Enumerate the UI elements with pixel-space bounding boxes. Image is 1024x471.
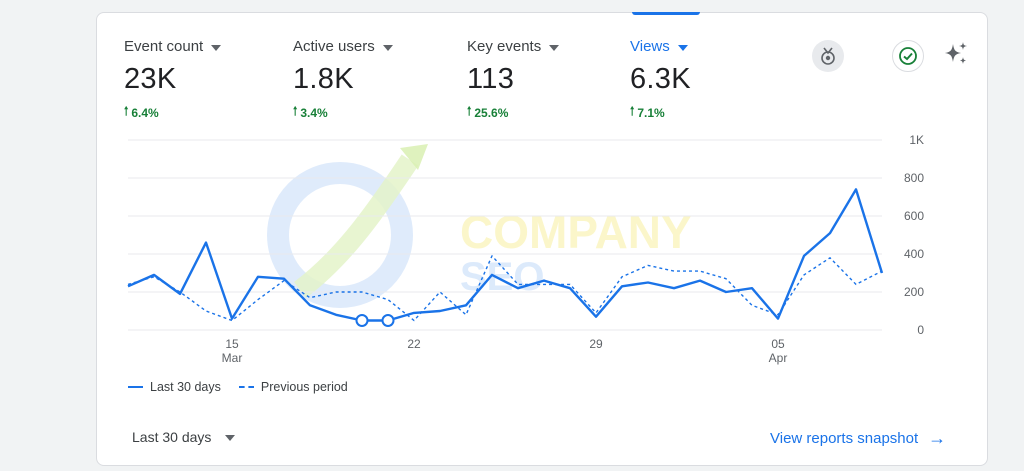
legend-label: Last 30 days (150, 380, 221, 394)
caret-down-icon (211, 44, 222, 51)
metric-value: 23K (124, 63, 177, 95)
legend-item-previous-period: Previous period (238, 380, 348, 394)
solid-line-swatch (128, 386, 143, 388)
x-tick-label: 15 (225, 337, 239, 351)
sparkle-icon[interactable] (940, 38, 972, 70)
analytics-card (96, 12, 988, 466)
y-tick-label: 1K (909, 133, 924, 147)
arrow-up-icon: 🠑 (293, 104, 298, 118)
metric-change-value: 3.4% (300, 105, 328, 120)
caret-down-icon (677, 44, 688, 51)
chart-legend: Last 30 days Previous period (128, 380, 348, 394)
arrow-up-icon: 🠑 (630, 104, 635, 118)
arrow-up-icon: 🠑 (467, 104, 472, 118)
arrow-up-icon: 🠑 (124, 104, 129, 118)
dashed-line-swatch (238, 386, 254, 388)
x-tick-sublabel: Mar (222, 351, 243, 365)
metric-label: Views (630, 38, 670, 55)
active-tab-indicator (632, 12, 700, 15)
x-tick-label: 29 (589, 337, 603, 351)
x-tick-label: 22 (407, 337, 421, 351)
highlighted-data-point (355, 314, 369, 327)
y-tick-label: 800 (904, 171, 924, 185)
metric-label: Active users (293, 38, 375, 55)
x-tick-label: 05 (771, 337, 785, 351)
metric-value: 6.3K (630, 63, 691, 95)
metric-tab-event-count[interactable]: Event count 23K 🠑 6.4% (124, 38, 222, 123)
metric-change-value: 6.4% (131, 105, 159, 120)
y-tick-label: 400 (904, 247, 924, 261)
metric-change: 🠑 7.1% (630, 102, 691, 123)
company-seo-watermark-logo: COMPANY SEO (267, 144, 692, 308)
previous-period-line (127, 255, 883, 322)
metric-change: 🠑 25.6% (467, 102, 559, 123)
watermark-line1: COMPANY (460, 206, 692, 258)
metric-tab-active-users[interactable]: Active users 1.8K 🠑 3.4% (293, 38, 393, 123)
legend-label: Previous period (260, 380, 348, 394)
metric-label: Event count (124, 38, 204, 55)
arrow-right-icon: → (928, 428, 947, 448)
medal-icon[interactable] (812, 40, 844, 72)
caret-down-icon (549, 44, 560, 51)
metric-change: 🠑 3.4% (293, 102, 393, 123)
metric-change-value: 7.1% (637, 105, 665, 120)
date-range-dropdown[interactable]: Last 30 days (132, 429, 236, 445)
metric-change-value: 25.6% (474, 105, 509, 120)
highlighted-data-point (381, 314, 395, 327)
view-reports-snapshot-link[interactable]: View reports snapshot → (770, 428, 946, 449)
legend-item-last-30-days: Last 30 days (128, 380, 221, 394)
y-tick-label: 600 (904, 209, 924, 223)
caret-down-icon (225, 435, 236, 441)
x-tick-sublabel: Apr (769, 351, 788, 365)
metric-tab-views[interactable]: Views 6.3K 🠑 7.1% (630, 38, 691, 123)
y-tick-label: 200 (904, 285, 924, 299)
caret-down-icon (382, 44, 393, 51)
metric-label: Key events (467, 38, 542, 55)
y-tick-label: 0 (917, 323, 924, 337)
date-range-label: Last 30 days (132, 429, 212, 445)
snapshot-link-label: View reports snapshot (770, 430, 919, 447)
metric-value: 1.8K (293, 63, 354, 95)
metric-value: 113 (467, 63, 515, 95)
metric-change: 🠑 6.4% (124, 102, 221, 123)
check-circle-icon[interactable] (892, 40, 924, 72)
last-30-days-line (127, 188, 884, 322)
metric-tab-key-events[interactable]: Key events 113 🠑 25.6% (467, 38, 560, 123)
